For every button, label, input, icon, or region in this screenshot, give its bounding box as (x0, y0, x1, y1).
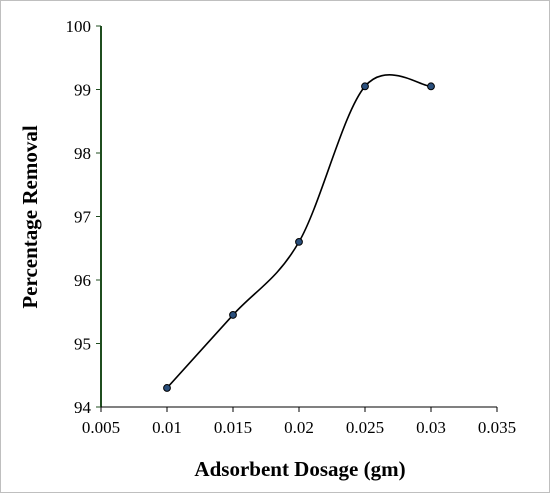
x-tick-label: 0.02 (284, 418, 314, 437)
data-point (361, 82, 369, 91)
x-tick-label: 0.035 (478, 418, 516, 437)
y-axis-title: Percentage Removal (18, 125, 42, 308)
y-tick-label: 98 (74, 144, 91, 163)
data-point (163, 384, 171, 392)
y-axis-ticks: 94 95 96 97 98 99 100 (66, 17, 101, 417)
series-line (166, 74, 432, 389)
x-axis-ticks: 0.005 0.01 0.015 0.02 0.025 0.03 0.035 (82, 407, 516, 437)
y-tick-label: 94 (74, 398, 92, 417)
y-tick-label: 100 (66, 17, 92, 36)
data-point (229, 311, 237, 319)
y-tick-label: 95 (74, 335, 91, 354)
y-tick-label: 96 (74, 271, 91, 290)
x-tick-label: 0.01 (152, 418, 182, 437)
data-points (163, 82, 435, 392)
x-tick-label: 0.03 (416, 418, 446, 437)
x-axis-title: Adsorbent Dosage (gm) (194, 457, 405, 481)
x-tick-label: 0.015 (214, 418, 252, 437)
y-tick-label: 99 (74, 81, 91, 100)
x-tick-label: 0.025 (346, 418, 384, 437)
data-point (295, 238, 303, 246)
x-tick-label: 0.005 (82, 418, 120, 437)
data-point (427, 82, 435, 91)
y-tick-label: 97 (74, 208, 92, 227)
